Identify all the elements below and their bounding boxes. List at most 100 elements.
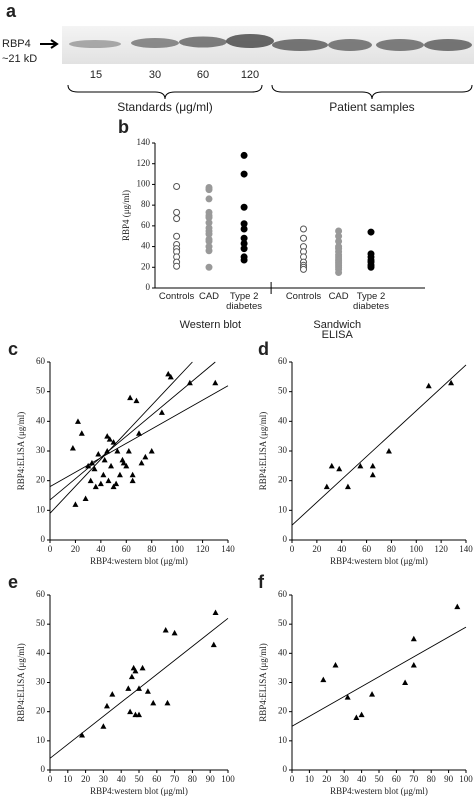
y-tick-label: 0 xyxy=(41,764,46,774)
y-tick-label: 30 xyxy=(36,677,46,687)
dot xyxy=(367,228,375,236)
dot xyxy=(173,232,181,240)
y-tick-label: 60 xyxy=(278,589,288,599)
y-tick-label: 20 xyxy=(36,706,46,716)
x-tick-label: 0 xyxy=(48,774,53,784)
point xyxy=(110,439,117,445)
point xyxy=(100,471,107,478)
point xyxy=(142,453,149,460)
x-tick-label: 80 xyxy=(427,774,437,784)
x-tick-label: 20 xyxy=(322,774,332,784)
point xyxy=(186,379,193,386)
point xyxy=(105,477,112,484)
x-tick-label: 20 xyxy=(71,544,81,554)
point xyxy=(72,501,79,507)
y-tick-label: 140 xyxy=(137,137,151,147)
point xyxy=(136,430,142,436)
x-tick-label: 100 xyxy=(221,774,235,784)
point xyxy=(358,711,365,718)
x-tick-label: 70 xyxy=(409,774,419,784)
x-tick-label: Controls xyxy=(158,291,195,302)
point xyxy=(357,462,364,469)
panel-letter: d xyxy=(258,339,269,359)
x-tick-label: 40 xyxy=(117,774,127,784)
dot xyxy=(240,225,248,233)
point xyxy=(79,732,86,738)
point xyxy=(448,379,455,386)
point xyxy=(87,477,94,484)
point xyxy=(101,456,108,463)
point xyxy=(323,483,330,490)
y-tick-label: 100 xyxy=(137,178,151,188)
x-tick-label: 30 xyxy=(340,774,350,784)
dot xyxy=(205,186,213,194)
x-tick-label: 20 xyxy=(81,774,91,784)
point xyxy=(97,480,104,487)
point xyxy=(454,603,461,610)
fit-line xyxy=(291,364,467,526)
x-tick-label: 10 xyxy=(305,774,315,784)
point xyxy=(158,409,165,415)
y-tick-label: 60 xyxy=(278,356,288,366)
dot xyxy=(240,151,248,159)
x-tick-label: 60 xyxy=(152,774,162,784)
point xyxy=(410,635,417,642)
x-axis-label: RBP4:western blot (μg/ml) xyxy=(330,556,428,566)
y-axis-label: RBP4 (μg/ml) xyxy=(121,190,131,241)
x-tick-label: 20 xyxy=(312,544,322,554)
x-tick-label: 60 xyxy=(122,544,132,554)
y-tick-label: 40 xyxy=(36,415,46,425)
point xyxy=(92,483,99,490)
dot xyxy=(205,247,213,255)
x-axis-label: RBP4:western blot (μg/ml) xyxy=(90,556,188,566)
y-axis-label: RBP4:ELISA (μg/ml) xyxy=(258,643,268,722)
point xyxy=(369,691,376,697)
size-label: ~21 kD xyxy=(2,53,37,65)
dot xyxy=(205,195,213,203)
point xyxy=(210,641,217,648)
point xyxy=(103,702,110,709)
y-tick-label: 40 xyxy=(36,647,46,657)
x-tick-label: 50 xyxy=(135,774,145,784)
dot xyxy=(205,263,213,271)
fit-line xyxy=(291,626,467,727)
point xyxy=(136,685,142,691)
x-tick-label: 100 xyxy=(410,544,424,554)
marker-label: RBP4 xyxy=(2,38,31,50)
dot xyxy=(335,268,343,276)
dot xyxy=(173,208,181,216)
panel-letter: a xyxy=(6,1,17,21)
x-tick-label: 100 xyxy=(459,774,473,784)
x-tick-label: 100 xyxy=(170,544,184,554)
point xyxy=(369,462,376,469)
point xyxy=(114,448,121,454)
point xyxy=(82,495,89,501)
x-tick-label: 120 xyxy=(434,544,448,554)
x-tick-label: 140 xyxy=(221,544,235,554)
dot xyxy=(300,265,307,273)
y-tick-label: 30 xyxy=(278,445,288,455)
point xyxy=(127,708,134,715)
y-axis-label: RBP4:ELISA (μg/ml) xyxy=(16,412,26,491)
point xyxy=(129,471,136,478)
x-axis-label: RBP4:western blot (μg/ml) xyxy=(90,786,188,796)
x-tick-label: 70 xyxy=(170,774,180,784)
group-label: Western blot xyxy=(179,319,242,331)
lane-label: 60 xyxy=(197,69,209,81)
point xyxy=(165,370,172,377)
y-axis-label: RBP4:ELISA (μg/ml) xyxy=(258,412,268,491)
y-tick-label: 10 xyxy=(36,735,46,745)
fit-line xyxy=(49,361,193,514)
x-tick-label: 80 xyxy=(188,774,198,784)
point xyxy=(133,397,140,404)
point xyxy=(148,448,155,454)
fit-line xyxy=(49,385,229,487)
x-tick-label: 0 xyxy=(48,544,53,554)
marker-arrow xyxy=(40,39,59,49)
dot xyxy=(367,263,375,271)
y-tick-label: 50 xyxy=(278,618,288,628)
y-tick-label: 10 xyxy=(36,504,46,514)
dot xyxy=(173,262,181,270)
point xyxy=(104,448,111,454)
